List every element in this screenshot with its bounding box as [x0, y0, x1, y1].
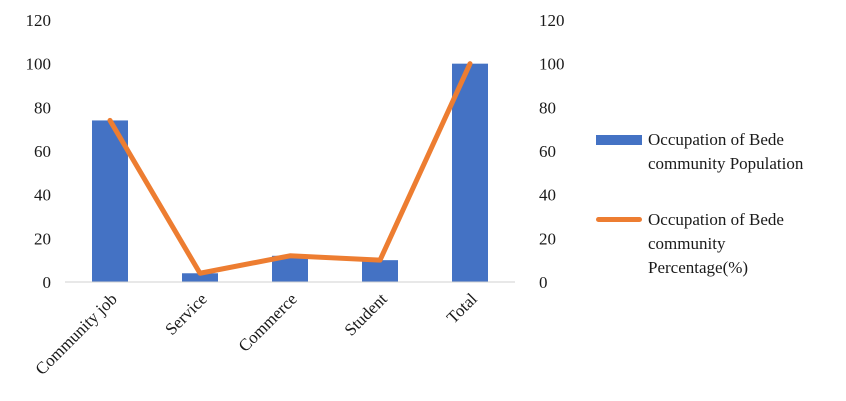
x-axis-categories: Community job Service Commerce Student Total — [32, 289, 481, 378]
x-category-label: Community job — [32, 289, 121, 378]
bar — [92, 120, 128, 282]
x-category-label: Student — [341, 289, 391, 339]
y-tick-label: 80 — [34, 98, 51, 117]
right-y-axis: 0 20 40 60 80 100 120 — [539, 11, 565, 292]
y2-tick-label: 60 — [539, 142, 556, 161]
y2-tick-label: 40 — [539, 186, 556, 205]
y2-tick-label: 80 — [539, 98, 556, 117]
y2-tick-label: 100 — [539, 55, 565, 74]
legend-item-bar: Occupation of Bede community Population — [596, 128, 846, 176]
legend: Occupation of Bede community Population … — [596, 128, 846, 280]
bar — [362, 260, 398, 282]
y2-tick-label: 20 — [539, 229, 556, 248]
legend-item-line: Occupation of Bede community Percentage(… — [596, 208, 846, 280]
bar — [452, 63, 488, 282]
bar-series — [92, 63, 488, 282]
line-path — [107, 61, 473, 276]
y2-tick-label: 0 — [539, 273, 548, 292]
legend-line-label: Occupation of Bede community Percentage(… — [648, 210, 784, 277]
y-tick-label: 0 — [43, 273, 52, 292]
y-tick-label: 60 — [34, 142, 51, 161]
y-tick-label: 20 — [34, 229, 51, 248]
legend-bar-swatch — [596, 135, 642, 145]
legend-line-swatch — [596, 217, 642, 222]
y-tick-label: 40 — [34, 186, 51, 205]
x-category-label: Service — [161, 289, 210, 338]
x-category-label: Commerce — [235, 289, 301, 355]
legend-bar-label: Occupation of Bede community Population — [648, 130, 804, 173]
left-y-axis: 0 20 40 60 80 100 120 — [26, 11, 52, 292]
x-category-label: Total — [443, 289, 481, 327]
y2-tick-label: 120 — [539, 11, 565, 30]
bar — [182, 273, 218, 282]
y-tick-label: 100 — [26, 55, 52, 74]
line-series — [107, 61, 473, 276]
y-tick-label: 120 — [26, 11, 52, 30]
